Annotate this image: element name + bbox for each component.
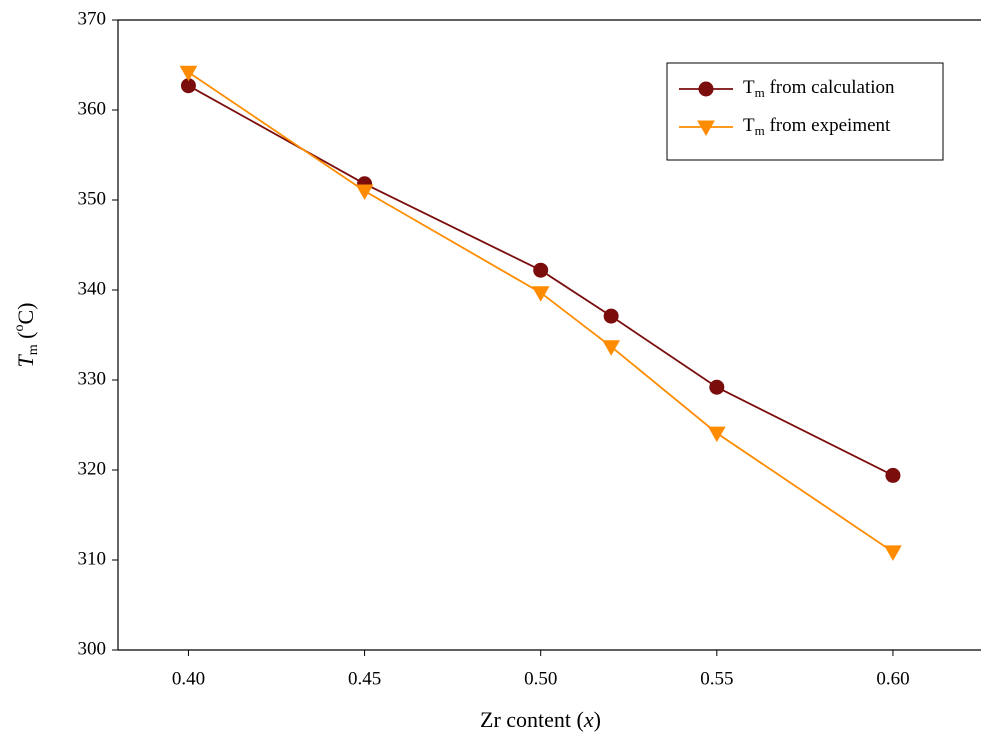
x-axis-label: Zr content (x)	[480, 707, 601, 732]
point	[604, 309, 618, 323]
x-label-close: )	[594, 707, 601, 732]
y-tick-label: 310	[78, 548, 107, 569]
point	[603, 341, 619, 355]
y-tick-label: 300	[78, 638, 107, 659]
y-tick-label: 320	[78, 458, 107, 479]
legend-label: Tm from calculation	[743, 77, 895, 100]
point	[180, 66, 196, 80]
point	[357, 185, 373, 199]
y-tick-label: 350	[78, 188, 107, 209]
point	[534, 263, 548, 277]
x-label-text: Zr content (	[480, 707, 584, 732]
y-label-unit: C)	[13, 303, 38, 325]
y-axis-label: Tm (oC)	[12, 303, 41, 368]
point	[699, 82, 713, 96]
y-label-open: (	[13, 332, 38, 345]
x-tick-label: 0.40	[172, 668, 205, 689]
point	[709, 427, 725, 441]
point	[710, 380, 724, 394]
y-label-sup: o	[12, 325, 27, 332]
x-label-var: x	[583, 707, 594, 732]
legend-label: Tm from expeiment	[743, 115, 891, 138]
x-tick-label: 0.55	[700, 668, 733, 689]
x-tick-label: 0.45	[348, 668, 381, 689]
x-tick-label: 0.60	[876, 668, 909, 689]
y-tick-label: 340	[78, 278, 107, 299]
point	[886, 468, 900, 482]
y-tick-label: 360	[78, 98, 107, 119]
chart: 300 310 320 330 340 350 360 370 0.40 0.45 0.50 0.55…	[0, 0, 991, 745]
y-tick-label: 330	[78, 368, 107, 389]
y-tick-label: 370	[78, 8, 107, 29]
point	[885, 546, 901, 560]
x-tick-label: 0.50	[524, 668, 557, 689]
point	[533, 287, 549, 301]
y-label-sub: m	[26, 344, 41, 355]
